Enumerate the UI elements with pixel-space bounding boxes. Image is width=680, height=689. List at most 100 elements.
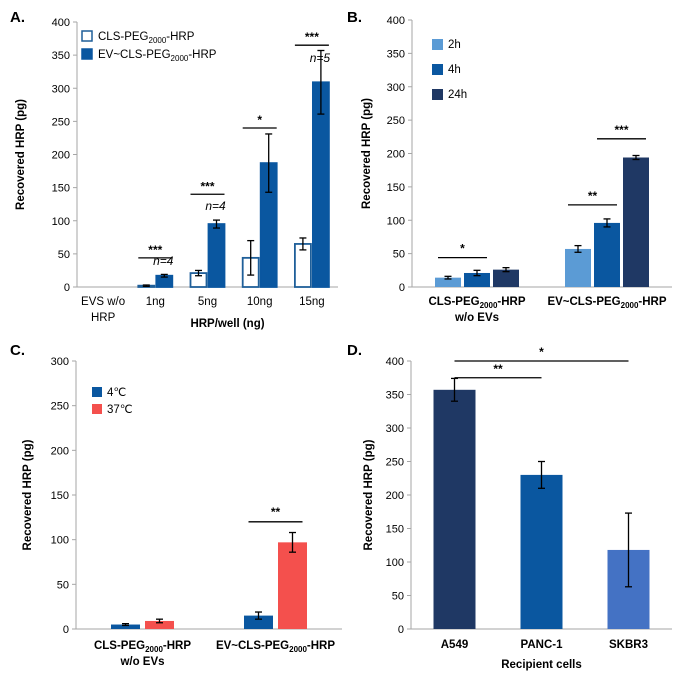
n-label: n=4 (205, 199, 226, 213)
legend-swatch (81, 48, 93, 60)
significance-label: *** (614, 123, 628, 137)
significance-label: ** (588, 189, 598, 203)
y-tick-label: 0 (63, 624, 69, 636)
bar (207, 223, 226, 288)
y-tick-label: 250 (386, 457, 404, 469)
legend-label: 2h (448, 39, 461, 51)
x-tick-sublabel: w/o EVs (454, 312, 499, 324)
y-tick-label: 50 (392, 591, 404, 603)
legend-label: 37℃ (107, 404, 133, 416)
x-tick-label: 1ng (146, 296, 165, 308)
y-tick-label: 350 (52, 50, 70, 62)
x-tick-label: EV~CLS-PEG2000-HRP (547, 296, 666, 310)
bar (433, 389, 476, 629)
significance-label: * (460, 242, 465, 256)
legend-swatch (432, 39, 443, 50)
y-tick-label: 250 (52, 116, 70, 128)
y-tick-label: 300 (387, 82, 405, 94)
y-axis-title: Recovered HRP (pg) (22, 439, 34, 550)
y-tick-label: 100 (52, 216, 70, 228)
legend-label: 4h (448, 64, 461, 76)
panel-c: 0 50 100 150 200 250 300 Recovered HRP (pg) C. w/… (10, 342, 342, 668)
y-tick-label: 150 (51, 490, 69, 502)
y-tick-label: 100 (386, 557, 404, 569)
legend-swatch (432, 89, 443, 100)
legend-label: CLS-PEG2000-HRP (98, 31, 195, 45)
panel-label: A. (10, 9, 25, 26)
y-tick-label: 300 (386, 423, 404, 435)
bar (435, 277, 461, 287)
y-axis-title: Recovered HRP (pg) (363, 439, 375, 550)
x-axis-title: Recipient cells (501, 659, 582, 671)
y-tick-label: 250 (387, 115, 405, 127)
y-tick-label: 300 (51, 356, 69, 368)
significance-label: *** (200, 179, 214, 193)
x-tick-label: CLS-PEG2000-HRP (428, 296, 525, 310)
significance-label: * (257, 113, 262, 127)
bar (565, 248, 591, 287)
y-tick-label: 150 (387, 182, 405, 194)
legend-swatch (92, 387, 102, 397)
legend-swatch (432, 64, 443, 75)
y-tick-label: 200 (386, 490, 404, 502)
y-tick-label: 250 (51, 401, 69, 413)
x-tick-label: CLS-PEG2000-HRP (94, 640, 191, 654)
y-tick-label: 0 (399, 282, 405, 294)
y-tick-label: 350 (386, 390, 404, 402)
x-tick-label: SKBR3 (609, 639, 648, 651)
y-tick-label: 50 (57, 579, 69, 591)
bar (244, 615, 273, 629)
bar (278, 542, 307, 629)
y-axis-title: Recovered HRP (pg) (15, 99, 27, 210)
y-tick-label: 0 (398, 624, 404, 636)
significance-label: * (539, 345, 544, 359)
panel-label: D. (347, 342, 362, 359)
y-tick-label: 350 (387, 48, 405, 60)
panel-label: C. (10, 342, 25, 359)
bar (594, 222, 620, 287)
bar (111, 624, 140, 629)
panel-a: 0 50 100 150 200 250 300 350 400 Recovered HRP (p… (10, 9, 338, 330)
legend-label: 4℃ (107, 387, 126, 399)
bar (145, 620, 174, 629)
bar (464, 272, 490, 287)
x-tick-label: 10ng (247, 296, 273, 308)
x-tick-sublabel: HRP (91, 312, 116, 324)
y-tick-label: 0 (64, 282, 70, 294)
significance-label: *** (305, 30, 319, 44)
legend-swatch (81, 30, 93, 42)
x-tick-label: EVS w/o (81, 296, 125, 308)
panel-b: 0 50 100 150 200 250 300 350 400 Recovered HRP (p… (347, 9, 672, 324)
y-tick-label: 200 (51, 445, 69, 457)
n-label: n=5 (310, 51, 331, 65)
y-tick-label: 150 (52, 183, 70, 195)
significance-label: ** (271, 505, 281, 519)
y-tick-label: 200 (52, 150, 70, 162)
y-tick-label: 50 (393, 249, 405, 261)
y-tick-label: 200 (387, 149, 405, 161)
y-tick-label: 400 (52, 17, 70, 29)
bar (520, 474, 563, 629)
x-tick-sublabel: w/o EVs (119, 656, 164, 668)
y-tick-label: 100 (51, 535, 69, 547)
x-tick-label: 15ng (299, 296, 325, 308)
legend-swatch (92, 404, 102, 414)
legend-label: EV~CLS-PEG2000-HRP (98, 49, 217, 63)
y-tick-label: 100 (387, 215, 405, 227)
y-tick-label: 400 (387, 15, 405, 27)
y-tick-label: 400 (386, 356, 404, 368)
panel-d: 0 50 100 150 200 250 300 350 400 Recovered HRP (p… (347, 342, 672, 671)
bar (493, 269, 519, 287)
x-tick-label: 5ng (198, 296, 217, 308)
n-label: n=4 (153, 254, 174, 268)
significance-label: *** (148, 243, 162, 257)
legend-label: 24h (448, 89, 467, 101)
y-axis-title: Recovered HRP (pg) (361, 98, 373, 209)
y-tick-label: 150 (386, 524, 404, 536)
bar (623, 157, 649, 287)
panel-label: B. (347, 9, 362, 26)
x-axis-title: HRP/well (ng) (190, 318, 264, 330)
y-tick-label: 50 (58, 249, 70, 261)
y-tick-label: 300 (52, 83, 70, 95)
